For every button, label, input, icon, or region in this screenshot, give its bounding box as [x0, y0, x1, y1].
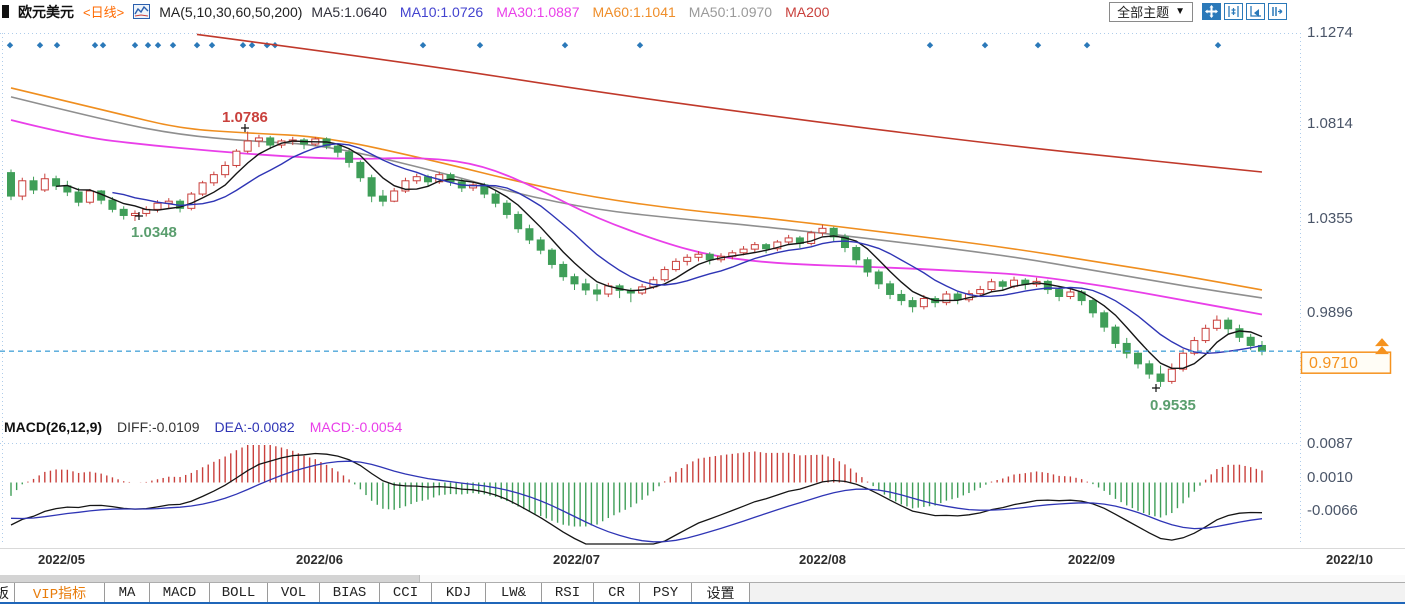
ma-line-ma30 [10, 119, 1263, 316]
period-label[interactable]: <日线> [83, 5, 125, 20]
ma-overlay-lines [10, 33, 1263, 316]
symbol-title: 欧元美元 [18, 3, 74, 20]
diamond-markers [6, 42, 1222, 49]
horizontal-scrollbar[interactable] [0, 575, 1405, 582]
tab-MA[interactable]: MA [105, 583, 150, 603]
tab-设置[interactable]: 设置 [692, 583, 750, 603]
date-axis-strip [0, 548, 1405, 576]
annotation-1.0348: 1.0348 [131, 224, 177, 241]
axis-tick-label: 0.9896 [1307, 304, 1353, 321]
ma-value-label: MA60:1.1041 [592, 3, 676, 20]
ma-value-label: MA30:1.0887 [496, 3, 580, 20]
grid-borders [0, 33, 1301, 545]
date-label: 2022/07 [553, 552, 600, 567]
price-axis-button[interactable] [1224, 3, 1243, 20]
svg-text:0.9710: 0.9710 [1309, 355, 1358, 372]
tab-VOL[interactable]: VOL [268, 583, 320, 603]
theme-dropdown[interactable]: 全部主题 ▼ [1109, 1, 1193, 22]
time-axis-button[interactable] [1246, 3, 1265, 20]
date-label: 2022/06 [296, 552, 343, 567]
indicator-chart-icon [133, 4, 151, 19]
axis-tick-label: 1.0814 [1307, 115, 1353, 132]
chevron-down-icon: ▼ [1175, 6, 1185, 17]
tab-BIAS[interactable]: BIAS [320, 583, 380, 603]
macd-dea-line [10, 460, 1263, 543]
last-price-tag: 0.9710 [1300, 338, 1392, 374]
tab-clipped-fragment[interactable]: 板 [0, 583, 15, 603]
window-bottom-border [0, 602, 1405, 604]
ma-value-label: MA10:1.0726 [399, 3, 484, 20]
ma-line-ma50 [10, 96, 1263, 299]
macd-diff-line [10, 452, 1263, 545]
annotation-1.0786: 1.0786 [222, 109, 268, 126]
macd-macd-value: MACD:-0.0054 [309, 419, 403, 435]
scrollbar-thumb[interactable] [0, 575, 420, 582]
tab-RSI[interactable]: RSI [542, 583, 594, 603]
annotation-0.9535: 0.9535 [1150, 397, 1196, 414]
macd-diff-value: DIFF:-0.0109 [117, 419, 200, 435]
axis-tick-label: 1.0355 [1307, 210, 1353, 227]
ma-line-ma60 [10, 87, 1263, 291]
ma-settings-label: MA(5,10,30,60,50,200) [159, 3, 303, 20]
chart-plot-area[interactable] [0, 33, 1300, 545]
axis-tick-label: 0.0010 [1307, 469, 1353, 486]
axis-tick-label: -0.0066 [1307, 502, 1358, 519]
tab-KDJ[interactable]: KDJ [432, 583, 486, 603]
tab-VIP指标[interactable]: VIP指标 [15, 583, 105, 603]
toolbar-button-group [1202, 3, 1287, 20]
move-crosshair-button[interactable] [1202, 3, 1221, 20]
tab-BOLL[interactable]: BOLL [210, 583, 268, 603]
tab-LW&[interactable]: LW& [486, 583, 542, 603]
candles-layer [7, 131, 1266, 387]
ma-value-label: MA5:1.0640 [311, 3, 387, 20]
chart-header: 欧元美元 <日线> MA(5,10,30,60,50,200) MA5:1.06… [0, 0, 1405, 23]
macd-title: MACD(26,12,9) [4, 419, 103, 435]
theme-dropdown-label: 全部主题 [1117, 5, 1170, 20]
date-label: 2022/05 [38, 552, 85, 567]
ma-value-list: MA5:1.0640 MA10:1.0726 MA30:1.0887 MA60:1.1… [311, 4, 829, 20]
ma-line-ma200 [196, 33, 1263, 173]
price-annotations: 1.0786 1.0348 0.9535 [131, 109, 1196, 414]
macd-lines [10, 452, 1263, 545]
ma-value-label: MA200 [785, 3, 830, 20]
ma-line-ma10 [112, 142, 1263, 355]
date-label: 2022/08 [799, 552, 846, 567]
clipped-menu-icon [2, 5, 9, 18]
computed-ma-lines [56, 140, 1263, 369]
axis-tick-label: 0.0087 [1307, 435, 1353, 452]
ma-line-ma5 [56, 140, 1263, 369]
tab-PSY[interactable]: PSY [640, 583, 692, 603]
macd-dea-value: DEA:-0.0082 [214, 419, 295, 435]
ma-value-label: MA50:1.0970 [688, 3, 773, 20]
date-label: 2022/10 [1326, 552, 1373, 567]
pane-expand-button[interactable] [1268, 3, 1287, 20]
macd-header: MACD(26,12,9) DIFF:-0.0109 DEA:-0.0082 M… [4, 419, 402, 435]
date-label: 2022/09 [1068, 552, 1115, 567]
indicator-tab-bar: 板VIP指标MAMACDBOLLVOLBIASCCIKDJLW&RSICRPSY… [0, 582, 1405, 603]
axis-tick-label: 1.1274 [1307, 24, 1353, 41]
tab-MACD[interactable]: MACD [150, 583, 210, 603]
tab-CR[interactable]: CR [594, 583, 640, 603]
tab-CCI[interactable]: CCI [380, 583, 432, 603]
